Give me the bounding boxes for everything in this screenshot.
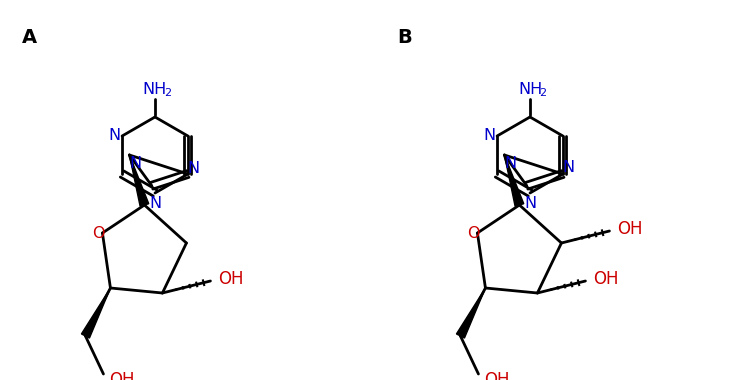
Text: N: N <box>188 160 200 176</box>
Text: OH: OH <box>109 371 134 380</box>
Text: NH: NH <box>518 81 542 97</box>
Text: OH: OH <box>484 371 509 380</box>
Text: 2: 2 <box>164 88 172 98</box>
Text: N: N <box>562 160 575 176</box>
Polygon shape <box>457 288 485 338</box>
Text: N: N <box>108 128 120 144</box>
Text: A: A <box>22 28 37 47</box>
Text: N: N <box>129 155 142 171</box>
Text: OH: OH <box>217 270 243 288</box>
Polygon shape <box>505 155 524 206</box>
Text: OH: OH <box>616 220 642 238</box>
Text: O: O <box>92 226 105 242</box>
Text: O: O <box>467 226 480 242</box>
Text: N: N <box>149 195 161 211</box>
Text: NH: NH <box>142 81 167 97</box>
Text: N: N <box>483 128 495 144</box>
Text: N: N <box>524 195 536 211</box>
Text: OH: OH <box>592 270 618 288</box>
Text: 2: 2 <box>539 88 547 98</box>
Text: N: N <box>504 155 517 171</box>
Text: B: B <box>397 28 412 47</box>
Polygon shape <box>82 288 110 338</box>
Polygon shape <box>130 155 149 206</box>
